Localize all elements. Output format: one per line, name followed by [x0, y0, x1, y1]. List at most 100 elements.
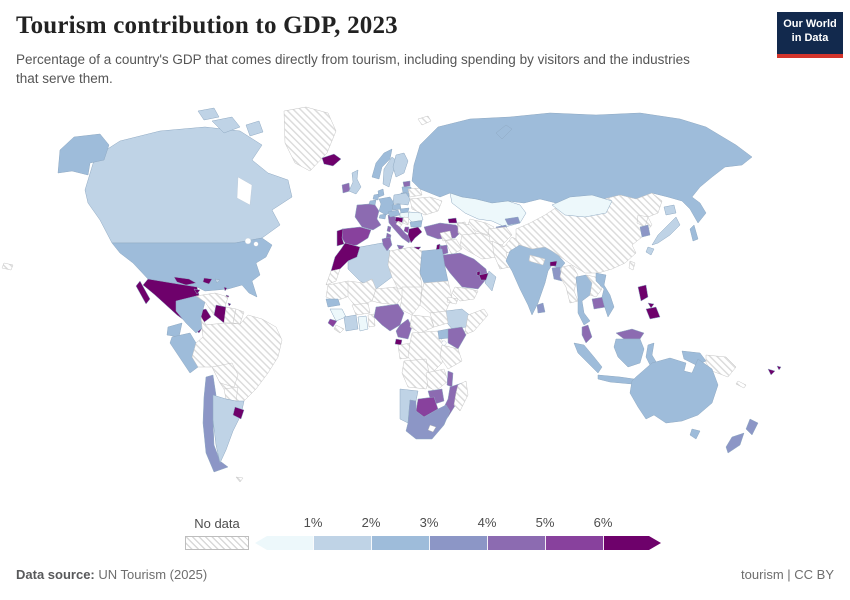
country-mexico[interactable]	[135, 280, 151, 305]
country-india[interactable]	[505, 244, 566, 316]
legend-bin-6[interactable]	[603, 536, 661, 550]
country-lesser-antilles[interactable]	[227, 302, 232, 307]
country-uganda[interactable]	[437, 328, 450, 340]
country-indonesia[interactable]	[597, 374, 635, 385]
country-greece[interactable]	[407, 226, 423, 244]
country-netherlands[interactable]	[372, 193, 380, 201]
country-canada[interactable]	[211, 116, 241, 134]
country-canada[interactable]	[245, 120, 264, 137]
country-sierra-leone[interactable]	[327, 318, 338, 328]
country-angola[interactable]	[401, 358, 431, 390]
country-norway[interactable]	[371, 148, 393, 180]
country-kyrgyzstan[interactable]	[504, 216, 521, 226]
country-iraq[interactable]	[444, 238, 463, 256]
country-albania[interactable]	[403, 226, 410, 234]
country-nigeria[interactable]	[373, 303, 405, 332]
country-tanzania[interactable]	[439, 344, 463, 370]
country-cuba[interactable]	[173, 276, 197, 286]
country-ukraine[interactable]	[409, 196, 443, 216]
country-kenya[interactable]	[447, 326, 467, 350]
country-south-africa[interactable]	[405, 399, 451, 440]
country-ivory-coast[interactable]	[343, 314, 359, 332]
country-taiwan[interactable]	[628, 260, 636, 271]
country-central-african-republic[interactable]	[409, 314, 435, 334]
country-bolivia[interactable]	[211, 362, 239, 388]
country-western-sahara[interactable]	[325, 268, 341, 286]
country-south-sudan[interactable]	[429, 310, 449, 328]
country-senegal[interactable]	[325, 298, 341, 308]
country-australia[interactable]	[629, 357, 719, 424]
country-czechia[interactable]	[391, 203, 402, 211]
country-burkina-faso[interactable]	[351, 302, 371, 316]
country-niger[interactable]	[371, 286, 403, 306]
country-cameroon[interactable]	[395, 318, 413, 340]
country-indonesia[interactable]	[573, 342, 603, 374]
country-poland[interactable]	[392, 192, 411, 206]
country-bhutan[interactable]	[549, 260, 558, 267]
legend-bin-1[interactable]	[255, 536, 313, 550]
country-nepal[interactable]	[528, 254, 546, 266]
country-bangladesh[interactable]	[551, 266, 563, 282]
country-serbia[interactable]	[402, 216, 410, 226]
country-madagascar[interactable]	[453, 380, 469, 412]
country-somalia[interactable]	[463, 308, 489, 336]
country-saudi-arabia[interactable]	[442, 252, 489, 290]
country-bulgaria[interactable]	[409, 220, 423, 228]
country-malawi[interactable]	[446, 370, 454, 388]
country-estonia[interactable]	[402, 180, 411, 188]
country-mongolia[interactable]	[551, 194, 613, 218]
country-united-states[interactable]	[57, 133, 110, 176]
country-japan[interactable]	[651, 216, 681, 246]
legend-bin-45[interactable]	[487, 536, 545, 550]
legend-bin-23[interactable]	[371, 536, 429, 550]
country-new-caledonia[interactable]	[735, 380, 747, 389]
country-oman[interactable]	[484, 270, 497, 292]
country-mali[interactable]	[347, 278, 377, 308]
country-australia[interactable]	[689, 428, 701, 440]
country-yemen[interactable]	[451, 286, 479, 302]
country-uruguay[interactable]	[232, 406, 245, 420]
country-guinea[interactable]	[329, 308, 347, 322]
country-chad[interactable]	[399, 286, 423, 316]
country-new-zealand[interactable]	[745, 418, 759, 436]
country-portugal[interactable]	[336, 228, 345, 247]
country-libya[interactable]	[387, 246, 423, 290]
country-japan[interactable]	[663, 204, 677, 216]
country-lesser-antilles[interactable]	[223, 286, 228, 292]
country-svalbard[interactable]	[417, 115, 432, 126]
country-argentina[interactable]	[212, 394, 245, 464]
legend-no-data-swatch[interactable]	[185, 536, 249, 550]
country-spain[interactable]	[341, 226, 372, 247]
legend-bin-12[interactable]	[313, 536, 371, 550]
country-tunisia[interactable]	[381, 236, 393, 252]
country-iceland[interactable]	[321, 153, 342, 167]
country-romania[interactable]	[407, 211, 424, 223]
country-thailand[interactable]	[575, 274, 593, 326]
country-turkey[interactable]	[423, 222, 463, 240]
country-vietnam[interactable]	[595, 272, 615, 318]
country-ecuador[interactable]	[166, 322, 183, 338]
owid-logo[interactable]: Our World in Data	[777, 12, 843, 58]
country-afghanistan[interactable]	[487, 226, 513, 246]
country-sudan[interactable]	[419, 280, 453, 314]
country-indonesia[interactable]	[613, 338, 645, 368]
country-syria[interactable]	[439, 230, 453, 242]
country-papua-new-guinea[interactable]	[705, 354, 737, 378]
country-new-zealand[interactable]	[725, 432, 745, 454]
country-puerto-rico[interactable]	[214, 278, 221, 284]
country-dominican-republic[interactable]	[202, 277, 213, 285]
country-georgia[interactable]	[447, 217, 458, 224]
legend-bin-56[interactable]	[545, 536, 603, 550]
country-myanmar[interactable]	[559, 264, 579, 304]
country-liberia[interactable]	[333, 324, 345, 334]
country-bosnia[interactable]	[395, 220, 404, 228]
country-aleutian-islands[interactable]	[1, 262, 14, 271]
country-mauritania[interactable]	[325, 280, 353, 302]
country-russia[interactable]	[689, 224, 699, 242]
country-chile[interactable]	[202, 374, 229, 473]
country-benin[interactable]	[367, 313, 376, 328]
country-philippines[interactable]	[645, 306, 661, 320]
country-ireland[interactable]	[341, 182, 351, 194]
country-russia[interactable]	[495, 124, 513, 140]
country-finland[interactable]	[392, 152, 409, 178]
